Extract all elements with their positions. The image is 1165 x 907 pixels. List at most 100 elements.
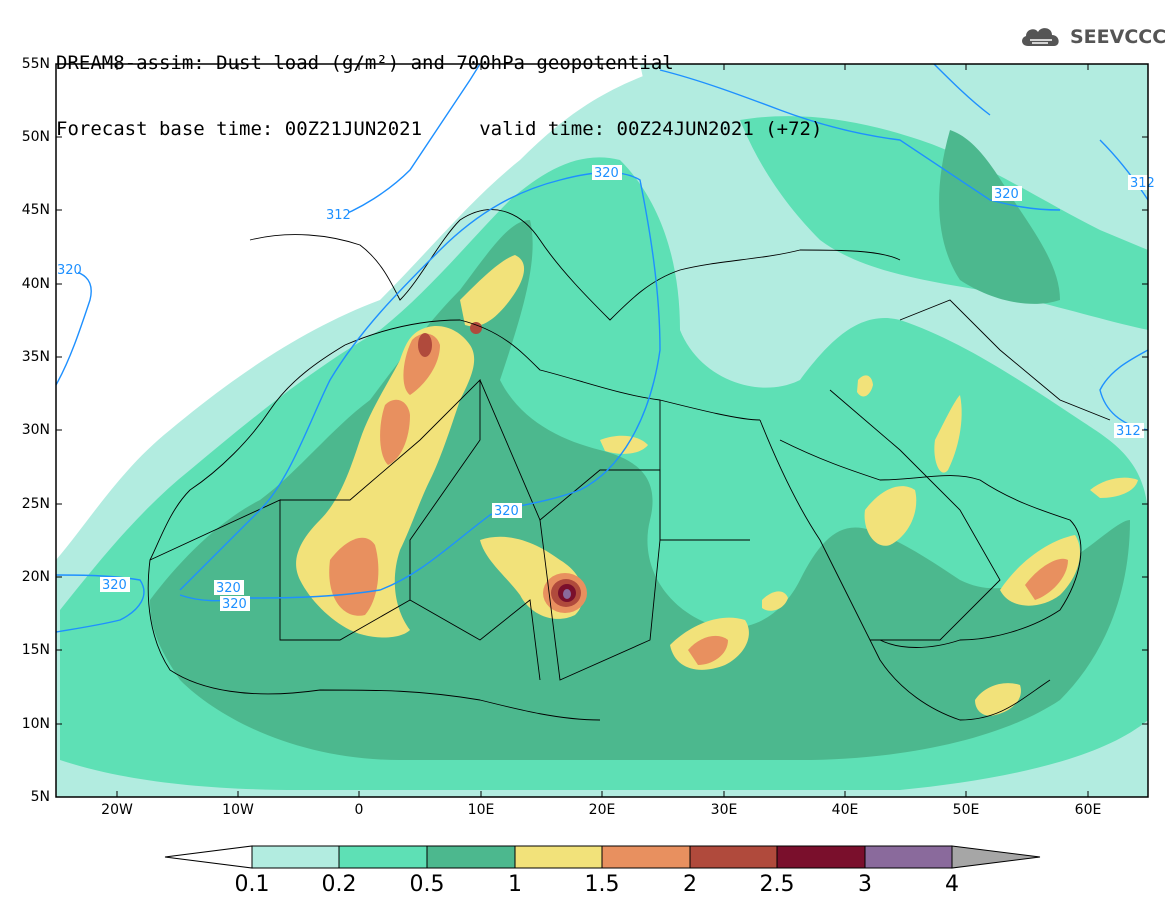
lon-label: 50E	[952, 802, 980, 818]
dust-band-2.5-tunisia	[470, 322, 482, 334]
colorbar-cell	[338, 845, 428, 869]
border-saudi	[829, 389, 1001, 641]
lat-label: 25N	[21, 496, 50, 512]
lat-label: 45N	[21, 202, 50, 218]
coastline-arabia	[779, 439, 1082, 648]
lat-label: 35N	[21, 349, 50, 365]
dust-band-1.5-algeria	[380, 399, 410, 465]
colorbar-cell	[514, 845, 603, 869]
border-sahel	[149, 499, 541, 681]
colorbar-label: 4	[945, 872, 959, 897]
lat-label: 50N	[21, 129, 50, 145]
border-iran	[899, 299, 1111, 421]
contour-label-box	[492, 503, 522, 518]
colorbar	[164, 845, 1041, 869]
contour-label-box	[100, 577, 130, 592]
colorbar-under	[164, 845, 253, 869]
colorbar-label: 2.5	[759, 872, 795, 897]
colorbar-cell	[426, 845, 516, 869]
contour-312-ne	[1099, 139, 1148, 201]
contour-label: 320	[57, 263, 82, 278]
contour-320-east	[933, 64, 991, 116]
colorbar-label: 3	[858, 872, 872, 897]
colorbar-cell	[601, 845, 691, 869]
lon-label: 20E	[588, 802, 616, 818]
colorbar-cell	[864, 845, 953, 869]
lat-label: 10N	[21, 716, 50, 732]
dust-band-1.0-pakistan	[1090, 477, 1138, 498]
colorbar-cell	[251, 845, 340, 869]
contour-label: 312	[1130, 176, 1155, 191]
dust-band-1.5-mali	[329, 537, 379, 616]
contour-312-europe	[329, 64, 481, 221]
dust-band-1.0-libya	[600, 435, 648, 454]
contour-label-box	[992, 186, 1022, 201]
colorbar-label: 1.5	[584, 872, 620, 897]
title-line-1: DREAM8-assim: Dust load (g/m²) and 700hP…	[56, 52, 674, 74]
map-title: DREAM8-assim: Dust load (g/m²) and 700hP…	[56, 8, 822, 162]
coastline-mediterranean	[344, 319, 761, 421]
contour-label: 312	[1116, 424, 1141, 439]
boundaries	[147, 209, 1111, 721]
contour-label: 320	[494, 504, 519, 519]
lon-label: 30E	[710, 802, 738, 818]
axis-ticks	[56, 63, 1148, 798]
colorbar-label: 0.2	[321, 872, 357, 897]
contour-label: 320	[216, 581, 241, 596]
contour-320-west	[56, 574, 145, 633]
contour-label: 320	[222, 597, 247, 612]
cloud-icon	[1022, 28, 1059, 46]
colorbar-label: 1	[508, 872, 522, 897]
contour-312-east	[1099, 349, 1148, 431]
dust-band-0.5-iran	[939, 130, 1060, 304]
colorbar-cell	[689, 845, 778, 869]
coastline-africa-west	[147, 344, 601, 721]
lat-label: 55N	[21, 56, 50, 72]
lat-label: 20N	[21, 569, 50, 585]
dust-band-1.0-yemen	[762, 591, 788, 611]
logo-text: SEEVCCC	[1070, 26, 1165, 48]
dust-band-1.0-iraq	[857, 375, 873, 397]
lat-label: 30N	[21, 422, 50, 438]
lon-label: 20W	[101, 802, 133, 818]
dust-band-1.0-gulf	[934, 395, 962, 473]
colorbar-over	[951, 845, 1041, 869]
dust-band-2.5-atlas	[418, 333, 432, 357]
contour-label-box	[592, 165, 622, 180]
contour-label: 320	[594, 166, 619, 181]
dust-band-4.0-chad	[563, 589, 571, 599]
dust-band-1.0-saudi	[864, 486, 917, 546]
coastline-redsea	[759, 419, 1051, 721]
lon-label: 60E	[1074, 802, 1102, 818]
contour-label-box	[56, 262, 78, 277]
lat-label: 5N	[30, 789, 50, 805]
lon-label: 0	[354, 802, 364, 818]
lat-label: 15N	[21, 642, 50, 658]
contour-label-box	[1128, 175, 1148, 190]
colorbar-label: 0.1	[234, 872, 270, 897]
contour-label-box	[325, 207, 349, 222]
lon-label: 40E	[831, 802, 859, 818]
dust-band-1.0-italy	[460, 255, 525, 327]
contour-320-north	[659, 69, 1061, 211]
coastline-europe	[249, 209, 901, 321]
seevccc-logo: SEEVCCC	[1018, 24, 1165, 50]
contour-label: 320	[102, 578, 127, 593]
contour-label: 320	[994, 187, 1019, 202]
dust-band-1.0-somalia	[975, 683, 1021, 716]
border-chad-sudan	[539, 519, 661, 681]
colorbar-label: 0.5	[409, 872, 445, 897]
contour-320-main	[56, 267, 92, 386]
contour-label-box	[214, 580, 244, 595]
contour-labels: 320 312 320 320 320 320 312 312 320 320	[56, 165, 1155, 612]
lat-label: 40N	[21, 276, 50, 292]
colorbar-label: 2	[683, 872, 697, 897]
contour-label-box	[220, 596, 250, 611]
contour-320-arc	[179, 171, 661, 602]
dust-band-1.5-oman	[1025, 558, 1068, 600]
contour-label-box	[1114, 423, 1144, 438]
colorbar-cell	[776, 845, 866, 869]
dust-band-1.5-sudan	[688, 635, 728, 665]
title-line-2: Forecast base time: 00Z21JUN2021 valid t…	[56, 118, 823, 140]
